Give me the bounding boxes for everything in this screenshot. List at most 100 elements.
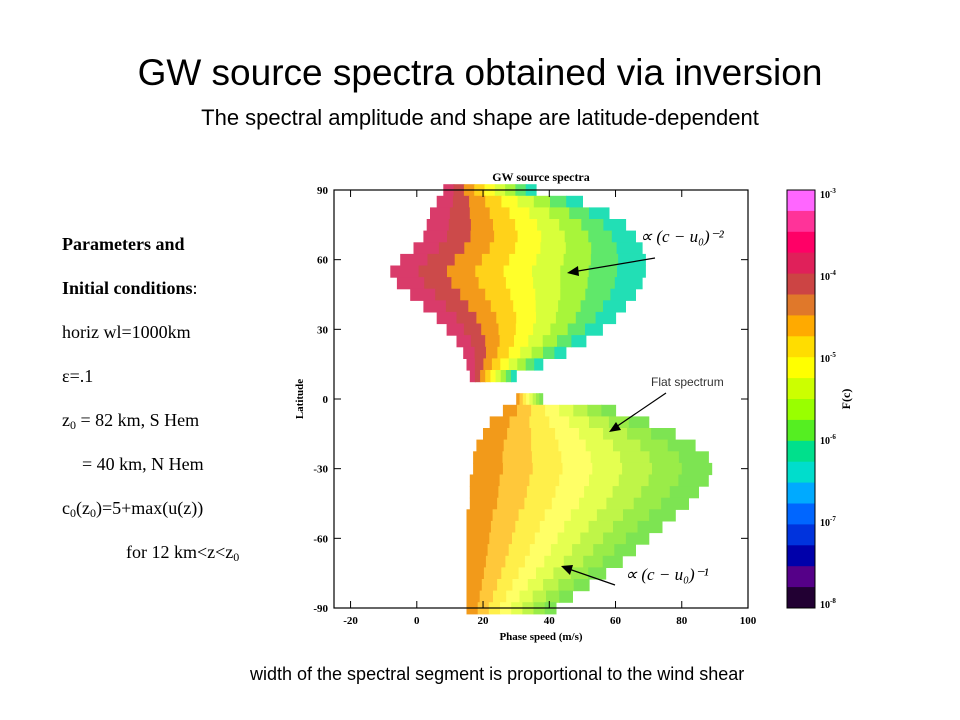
spectrum-cell (436, 195, 454, 208)
spectrum-cell (549, 416, 570, 429)
spectrum-cell (585, 323, 603, 336)
spectrum-cell (570, 509, 598, 522)
spectrum-cell (502, 462, 534, 476)
spectrum-cell (505, 555, 526, 568)
spectrum-cell (532, 393, 537, 406)
spectrum-cell (500, 358, 510, 371)
spectrum-cell (555, 428, 580, 441)
spectrum-cell (491, 358, 501, 371)
x-tick-label: 100 (740, 615, 757, 627)
spectrum-cell (593, 544, 615, 557)
spectrum-cell (589, 207, 610, 220)
spectrum-cell (557, 532, 581, 545)
spectrum-cell (564, 520, 590, 534)
spectrum-cell (410, 288, 436, 301)
param-z0-south: z0 = 82 km, S Hem (62, 398, 302, 442)
spectrum-cell (513, 300, 537, 313)
spectrum-cell (529, 544, 552, 557)
spectrum-cell (499, 474, 530, 487)
c0-arg-subscript: 0 (89, 506, 96, 520)
spectrum-cell (613, 520, 638, 534)
spectrum-cell (558, 300, 582, 313)
colorbar-swatch (787, 315, 815, 337)
params-heading-2-text: Initial conditions (62, 278, 193, 298)
spectrum-cell (580, 532, 604, 545)
spectrum-cell (532, 590, 547, 603)
spectrum-cell (569, 207, 590, 220)
spectrum-cell (466, 358, 476, 371)
spectrum-cell (463, 346, 476, 359)
spectrum-cell (545, 404, 560, 417)
x-axis-label: Phase speed (m/s) (499, 631, 582, 643)
spectrum-cell (550, 323, 569, 336)
spectrum-cell (479, 590, 494, 603)
spectrum-cell (539, 393, 544, 406)
spectrum-cell (601, 404, 617, 417)
spectrum-cell (587, 277, 616, 290)
spectrum-cell (541, 230, 566, 243)
arrow-upper (571, 257, 656, 273)
spectrum-cell (649, 509, 676, 522)
spectrum-cell (515, 323, 534, 336)
spectrum-cell (490, 520, 516, 534)
spectrum-cell (466, 590, 481, 603)
spectrum-cell (539, 520, 565, 534)
y-tick-label: 0 (323, 394, 329, 406)
spectrum-cell (469, 486, 499, 499)
spectrum-cell (623, 509, 650, 522)
annotation-lower: ∝ (c − u₀)⁻¹ (625, 565, 709, 584)
spectrum-cell (475, 265, 505, 278)
params-heading-2-colon: : (192, 278, 198, 298)
spectrum-cell (614, 544, 636, 557)
spectrum-cell (486, 346, 498, 359)
spectrum-cell (522, 393, 527, 406)
spectrum-cell (449, 207, 471, 220)
spectrum-cell (505, 277, 534, 290)
spectrum-cell (579, 497, 607, 510)
colorbar-swatch (787, 440, 815, 463)
bottom-note: width of the spectral segment is proport… (250, 664, 745, 684)
spectrum-cell (469, 195, 486, 208)
spectrum-cell (529, 474, 560, 487)
colorbar-ticks: 10-3 10-4 10-5 10-6 10-7 10-8 (820, 187, 836, 611)
spectrum-cell (498, 323, 517, 336)
x-axis-ticks: -20 0 20 40 60 80 100 (343, 190, 757, 627)
spectrum-cell (512, 532, 536, 545)
spectrum-cell (603, 300, 626, 313)
spectrum-cell (460, 288, 486, 301)
epsilon-symbol: ε (62, 366, 70, 386)
spectrum-cell (516, 393, 521, 406)
epsilon-value: =.1 (69, 366, 94, 386)
spectrum-cell (470, 335, 486, 348)
spectrum-cell (533, 277, 561, 290)
spectrum-cell (510, 288, 536, 301)
spectrum-cell (531, 404, 546, 417)
spectrum-cell (559, 590, 573, 603)
arrow-flat-head (609, 422, 621, 432)
spectrum-cell (581, 219, 604, 232)
range-subscript: 0 (233, 550, 240, 564)
colorbar-tick-label: 10-4 (820, 269, 836, 283)
spectrum-cell (470, 219, 494, 232)
spectrum-cell (496, 311, 517, 325)
spectrum-cell (531, 451, 562, 464)
spectrum-cell (589, 416, 610, 429)
spectrum-cell (554, 346, 567, 359)
spectrum-cell (499, 335, 515, 348)
spectrum-cell (573, 404, 588, 417)
spectrum-cell (590, 451, 621, 464)
spectrum-cell (606, 497, 635, 510)
spectrum-cell (544, 509, 572, 522)
colorbar-swatch (787, 524, 815, 546)
spectrum-cell (517, 404, 532, 417)
spectrum-cell (588, 567, 607, 580)
arrow-lower-head (561, 565, 573, 575)
colorbar-tick-label: 10-6 (820, 433, 836, 447)
spectrum-cell (466, 544, 489, 557)
x-tick-label: -20 (343, 615, 358, 627)
spectrum-cell (563, 555, 584, 568)
spectrum-cell (517, 195, 535, 208)
spectrum-cell (503, 439, 532, 452)
spectrum-cell (544, 555, 565, 568)
spectrum-cell (485, 335, 501, 348)
